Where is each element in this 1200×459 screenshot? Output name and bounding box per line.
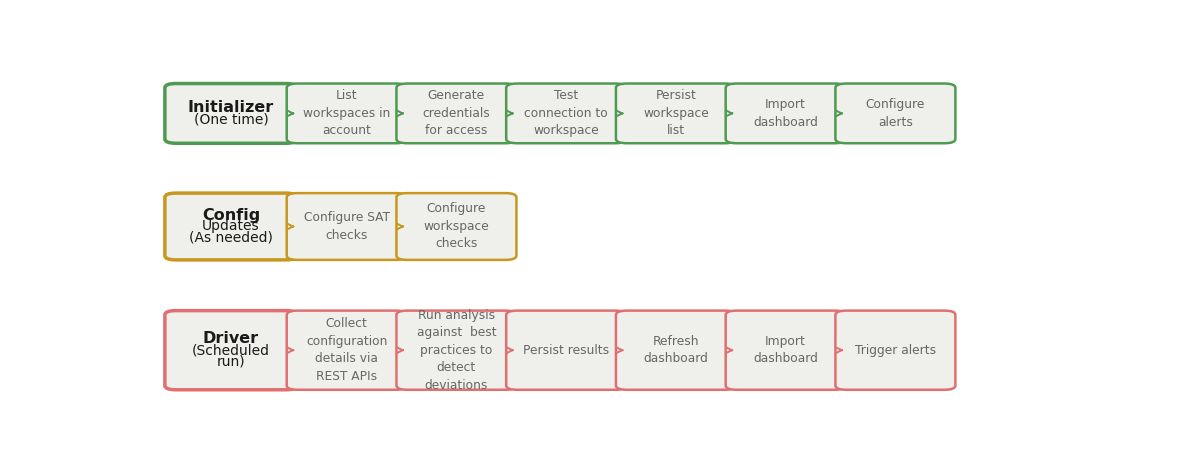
Text: Import
dashboard: Import dashboard	[754, 98, 818, 129]
Text: Configure SAT
checks: Configure SAT checks	[304, 211, 390, 242]
Text: Config: Config	[202, 207, 260, 223]
FancyBboxPatch shape	[396, 84, 516, 143]
FancyBboxPatch shape	[287, 84, 407, 143]
Text: (Scheduled: (Scheduled	[192, 343, 270, 357]
FancyBboxPatch shape	[506, 84, 626, 143]
Text: run): run)	[216, 354, 245, 369]
Text: (One time): (One time)	[193, 112, 269, 126]
Text: Import
dashboard: Import dashboard	[754, 335, 818, 365]
Text: Test
connection to
workspace: Test connection to workspace	[524, 90, 608, 137]
Text: Trigger alerts: Trigger alerts	[854, 344, 936, 357]
Text: Driver: Driver	[203, 331, 259, 347]
Text: Run analysis
against  best
practices to
detect
deviations: Run analysis against best practices to d…	[416, 309, 497, 392]
FancyBboxPatch shape	[616, 84, 736, 143]
FancyBboxPatch shape	[396, 193, 516, 260]
Text: List
workspaces in
account: List workspaces in account	[304, 90, 390, 137]
Text: Generate
credentials
for access: Generate credentials for access	[422, 90, 491, 137]
FancyBboxPatch shape	[726, 84, 846, 143]
FancyBboxPatch shape	[164, 84, 296, 143]
FancyBboxPatch shape	[164, 311, 296, 390]
FancyBboxPatch shape	[287, 311, 407, 390]
Text: Configure
workspace
checks: Configure workspace checks	[424, 202, 490, 251]
FancyBboxPatch shape	[726, 311, 846, 390]
Text: Refresh
dashboard: Refresh dashboard	[643, 335, 708, 365]
Text: Persist
workspace
list: Persist workspace list	[643, 90, 709, 137]
Text: Collect
configuration
details via
REST APIs: Collect configuration details via REST A…	[306, 318, 388, 383]
FancyBboxPatch shape	[616, 311, 736, 390]
FancyBboxPatch shape	[164, 193, 296, 260]
Text: Initializer: Initializer	[187, 100, 274, 115]
FancyBboxPatch shape	[835, 84, 955, 143]
FancyBboxPatch shape	[506, 311, 626, 390]
Text: Updates: Updates	[202, 219, 259, 234]
Text: Persist results: Persist results	[523, 344, 610, 357]
Text: Configure
alerts: Configure alerts	[865, 98, 925, 129]
FancyBboxPatch shape	[287, 193, 407, 260]
FancyBboxPatch shape	[396, 311, 516, 390]
Text: (As needed): (As needed)	[188, 231, 272, 245]
FancyBboxPatch shape	[835, 311, 955, 390]
